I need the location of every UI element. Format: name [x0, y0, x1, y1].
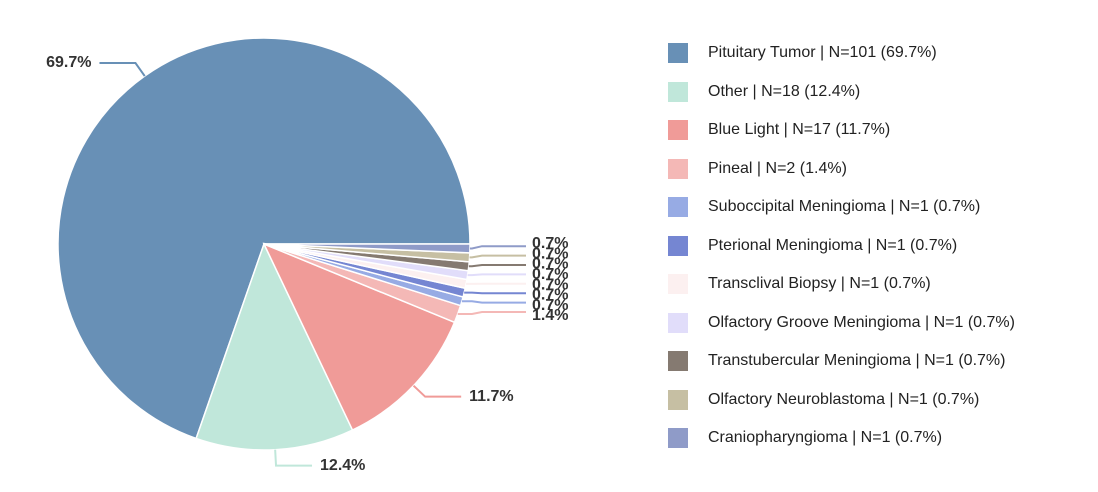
- legend-swatch: [668, 158, 688, 179]
- legend-label: Transtubercular Meningioma | N=1 (0.7%): [708, 352, 1006, 370]
- legend-label: Pineal | N=2 (1.4%): [708, 159, 847, 177]
- legend-swatch: [668, 235, 688, 256]
- legend-swatch: [668, 120, 688, 141]
- leader-line-other: [274, 449, 313, 467]
- leader-line-pineal: [457, 311, 526, 315]
- legend-label: Other | N=18 (12.4%): [708, 82, 861, 100]
- leader-line-craniopharyngioma: [469, 245, 526, 250]
- percent-label-transtubercular-meningioma: 0.7%: [532, 256, 568, 273]
- pie-slice-blue-light[interactable]: [262, 242, 456, 432]
- pie-leader-lines: [99, 61, 526, 467]
- legend-swatch: [668, 428, 688, 449]
- percent-label-pterional-meningioma: 0.7%: [532, 287, 568, 304]
- legend-label: Blue Light | N=17 (11.7%): [708, 121, 891, 139]
- percent-label-pituitary-tumor: 69.7%: [46, 54, 91, 71]
- legend-swatch: [668, 197, 688, 218]
- legend-item-suboccipital-meningioma[interactable]: Suboccipital Meningioma | N=1 (0.7%): [668, 188, 1088, 227]
- chart-legend: Pituitary Tumor | N=101 (69.7%) Other | N…: [668, 34, 1088, 458]
- pie-slice-pituitary-tumor[interactable]: [57, 37, 471, 440]
- leader-line-olfactory-groove-meningioma: [467, 273, 526, 277]
- percent-label-suboccipital-meningioma: 0.7%: [532, 297, 568, 314]
- legend-swatch: [668, 81, 688, 102]
- leader-line-transtubercular-meningioma: [468, 264, 526, 268]
- legend-item-pituitary-tumor[interactable]: Pituitary Tumor | N=101 (69.7%): [668, 34, 1088, 73]
- legend-item-pineal[interactable]: Pineal | N=2 (1.4%): [668, 150, 1088, 189]
- legend-label: Suboccipital Meningioma | N=1 (0.7%): [708, 198, 981, 216]
- percent-label-blue-light: 11.7%: [469, 388, 513, 405]
- percent-label-other: 12.4%: [320, 457, 365, 474]
- legend-label: Olfactory Neuroblastoma | N=1 (0.7%): [708, 390, 980, 408]
- legend-swatch: [668, 312, 688, 333]
- legend-item-olfactory-neuroblastoma[interactable]: Olfactory Neuroblastoma | N=1 (0.7%): [668, 381, 1088, 420]
- legend-label: Olfactory Groove Meningioma | N=1 (0.7%): [708, 313, 1015, 331]
- legend-item-craniopharyngioma[interactable]: Craniopharyngioma | N=1 (0.7%): [668, 419, 1088, 458]
- legend-label: Transclival Biopsy | N=1 (0.7%): [708, 275, 931, 293]
- pie-percent-labels: 69.7%12.4%11.7%1.4%0.7%0.7%0.7%0.7%0.7%0…: [46, 54, 568, 474]
- leader-line-pituitary-tumor: [99, 61, 146, 77]
- leader-line-olfactory-neuroblastoma: [469, 254, 526, 259]
- percent-label-olfactory-groove-meningioma: 0.7%: [532, 266, 568, 283]
- legend-label: Pituitary Tumor | N=101 (69.7%): [708, 44, 937, 62]
- pie-chart: 69.7%12.4%11.7%1.4%0.7%0.7%0.7%0.7%0.7%0…: [46, 37, 568, 474]
- percent-label-craniopharyngioma: 0.7%: [532, 235, 568, 252]
- leader-line-suboccipital-meningioma: [461, 300, 526, 304]
- legend-item-blue-light[interactable]: Blue Light | N=17 (11.7%): [668, 111, 1088, 150]
- legend-swatch: [668, 389, 688, 410]
- leader-line-pterional-meningioma: [464, 291, 526, 295]
- legend-swatch: [668, 351, 688, 372]
- pie-slices: [57, 37, 471, 451]
- legend-item-transclival-biopsy[interactable]: Transclival Biopsy | N=1 (0.7%): [668, 265, 1088, 304]
- legend-item-other[interactable]: Other | N=18 (12.4%): [668, 73, 1088, 112]
- legend-item-olfactory-groove-meningioma[interactable]: Olfactory Groove Meningioma | N=1 (0.7%): [668, 304, 1088, 343]
- leader-line-blue-light: [412, 384, 462, 398]
- percent-label-pineal: 1.4%: [532, 307, 568, 324]
- legend-item-transtubercular-meningioma[interactable]: Transtubercular Meningioma | N=1 (0.7%): [668, 342, 1088, 381]
- legend-swatch: [668, 43, 688, 64]
- percent-label-olfactory-neuroblastoma: 0.7%: [532, 245, 568, 262]
- legend-label: Pterional Meningioma | N=1 (0.7%): [708, 236, 958, 254]
- legend-swatch: [668, 274, 688, 295]
- legend-label: Craniopharyngioma | N=1 (0.7%): [708, 429, 943, 447]
- percent-label-transclival-biopsy: 0.7%: [532, 276, 568, 293]
- legend-item-pterional-meningioma[interactable]: Pterional Meningioma | N=1 (0.7%): [668, 227, 1088, 266]
